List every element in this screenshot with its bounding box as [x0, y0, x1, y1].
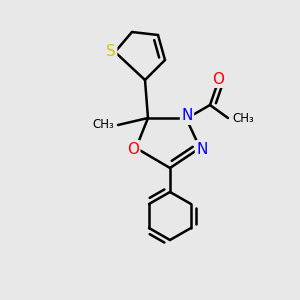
Text: CH₃: CH₃ [232, 112, 254, 124]
Text: S: S [106, 44, 116, 59]
Text: N: N [181, 109, 193, 124]
Text: CH₃: CH₃ [92, 118, 114, 131]
Text: O: O [127, 142, 139, 157]
Text: O: O [212, 71, 224, 86]
Text: N: N [196, 142, 208, 157]
